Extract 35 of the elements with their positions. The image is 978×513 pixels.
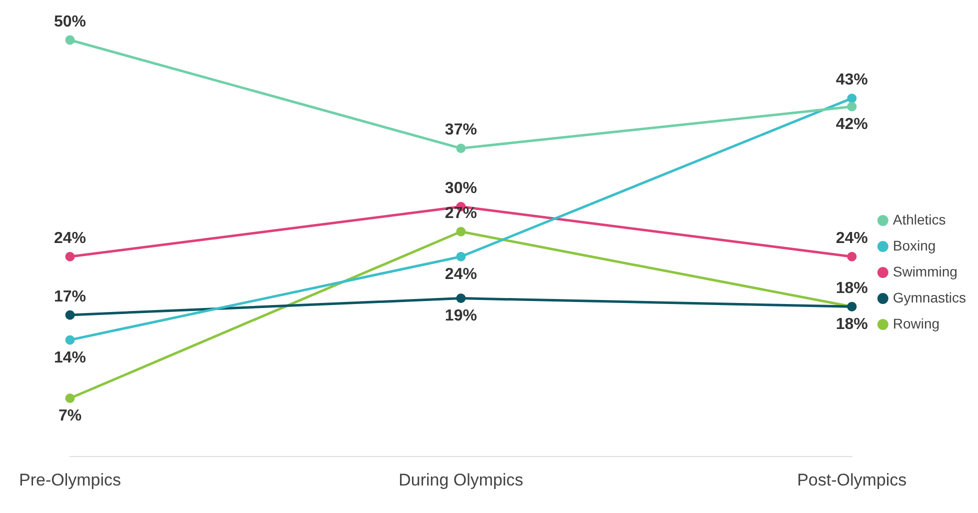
point (65, 310, 75, 320)
legend-label: Athletics (892, 211, 946, 228)
point (456, 294, 466, 304)
point (65, 35, 75, 45)
data-label: 50% (54, 13, 86, 30)
data-label: 19% (444, 308, 477, 325)
data-label: 18% (836, 280, 868, 298)
data-label: 43% (836, 72, 868, 89)
x-tick-label: During Olympics (398, 470, 524, 490)
legend-label: Gymnastics (892, 289, 966, 306)
data-label: 24% (444, 266, 477, 284)
data-label: 7% (58, 408, 82, 425)
legend-label: Rowing (892, 315, 940, 332)
point (847, 252, 857, 262)
data-label: 42% (836, 116, 868, 134)
point (847, 102, 857, 112)
data-label: 37% (444, 122, 477, 139)
data-label: 14% (54, 349, 86, 366)
legend-label: Boxing (892, 237, 936, 254)
data-label: 24% (54, 230, 86, 248)
data-label: 18% (836, 316, 868, 334)
data-label: 17% (54, 288, 86, 306)
data-label: 27% (444, 205, 477, 222)
point (456, 252, 466, 262)
point (65, 394, 75, 404)
point (847, 94, 857, 104)
point (456, 226, 466, 236)
x-tick-label: Post-Olympics (797, 470, 907, 490)
x-tick-label: Pre-Olympics (18, 470, 122, 490)
legend-label: Swimming (892, 263, 958, 280)
data-label: 30% (444, 180, 477, 198)
data-label: 24% (836, 230, 868, 248)
point (456, 144, 466, 154)
point (65, 252, 75, 262)
point (65, 335, 75, 345)
